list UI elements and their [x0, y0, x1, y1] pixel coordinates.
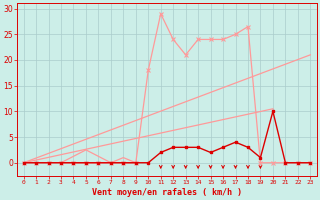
X-axis label: Vent moyen/en rafales ( km/h ): Vent moyen/en rafales ( km/h ) — [92, 188, 242, 197]
